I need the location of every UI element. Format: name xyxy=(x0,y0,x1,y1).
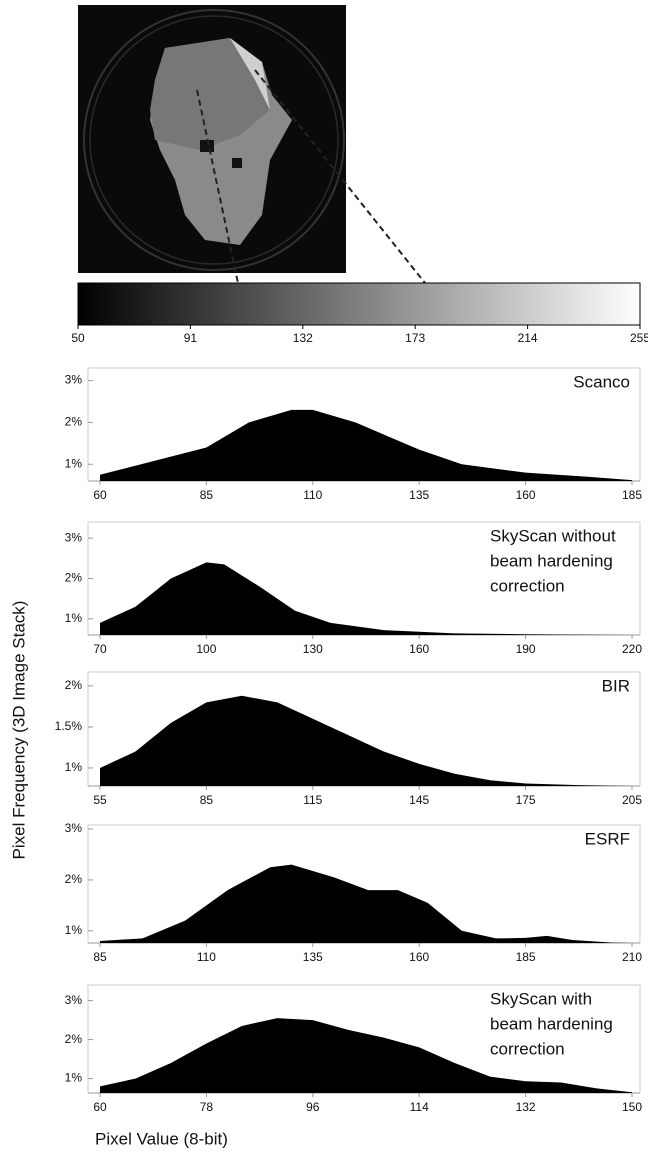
y-tick-label: 3% xyxy=(65,530,83,544)
x-tick-label: 214 xyxy=(518,331,538,345)
colorbar xyxy=(78,283,640,325)
x-tick-label: 145 xyxy=(409,793,429,807)
x-tick-label: 255 xyxy=(630,331,648,345)
panel-title: beam hardening xyxy=(490,551,613,570)
x-tick-label: 96 xyxy=(306,1100,320,1114)
y-tick-label: 1% xyxy=(65,923,83,937)
y-tick-label: 2% xyxy=(65,1032,83,1046)
y-tick-label: 2% xyxy=(65,872,83,886)
x-tick-label: 132 xyxy=(293,331,313,345)
x-tick-label: 110 xyxy=(197,950,216,964)
x-tick-label: 100 xyxy=(196,642,216,656)
panel-title: beam hardening xyxy=(490,1014,613,1033)
x-tick-label: 85 xyxy=(93,950,107,964)
y-tick-label: 3% xyxy=(65,821,83,835)
figure: Pixel Frequency (3D Image Stack) Pixel V… xyxy=(0,0,648,1156)
x-tick-label: 185 xyxy=(516,950,536,964)
panel-title: ESRF xyxy=(585,829,630,848)
y-tick-label: 1% xyxy=(65,1071,83,1085)
area xyxy=(100,696,632,786)
y-tick-label: 2% xyxy=(65,415,83,429)
x-tick-label: 50 xyxy=(71,331,85,345)
x-axis-label: Pixel Value (8-bit) xyxy=(95,1129,228,1148)
x-tick-label: 175 xyxy=(516,793,536,807)
x-tick-label: 160 xyxy=(516,488,536,502)
x-tick-label: 115 xyxy=(303,793,322,807)
x-tick-label: 91 xyxy=(184,331,198,345)
y-tick-label: 3% xyxy=(65,993,83,1007)
x-tick-label: 210 xyxy=(622,950,642,964)
panel-title: SkyScan without xyxy=(490,526,616,545)
panel-title: BIR xyxy=(602,676,630,695)
area xyxy=(100,865,632,943)
x-tick-label: 70 xyxy=(93,642,107,656)
void xyxy=(232,158,242,168)
x-tick-label: 60 xyxy=(93,488,107,502)
panel-title: correction xyxy=(490,1039,565,1058)
x-tick-label: 160 xyxy=(409,950,429,964)
y-tick-label: 1.5% xyxy=(55,719,83,733)
x-tick-label: 160 xyxy=(409,642,429,656)
x-tick-label: 85 xyxy=(200,488,214,502)
x-tick-label: 190 xyxy=(516,642,536,656)
x-tick-label: 150 xyxy=(622,1100,642,1114)
x-tick-label: 135 xyxy=(303,950,323,964)
y-tick-label: 2% xyxy=(65,571,83,585)
area xyxy=(100,410,632,481)
x-tick-label: 185 xyxy=(622,488,642,502)
area xyxy=(100,562,632,635)
page: {"figure": {"ylabel": "Pixel Frequency (… xyxy=(0,0,648,1156)
x-tick-label: 110 xyxy=(303,488,322,502)
panel-title: Scanco xyxy=(573,372,630,391)
y-tick-label: 3% xyxy=(65,373,83,387)
x-tick-label: 78 xyxy=(200,1100,214,1114)
y-tick-label: 1% xyxy=(65,760,83,774)
x-tick-label: 205 xyxy=(622,793,642,807)
y-tick-label: 2% xyxy=(65,678,83,692)
panel-title: SkyScan with xyxy=(490,989,592,1008)
y-axis-label: Pixel Frequency (3D Image Stack) xyxy=(9,601,28,860)
x-tick-label: 114 xyxy=(410,1100,429,1114)
x-tick-label: 60 xyxy=(93,1100,107,1114)
y-tick-label: 1% xyxy=(65,611,83,625)
ct-image xyxy=(78,5,425,283)
y-tick-label: 1% xyxy=(65,456,83,470)
x-tick-label: 85 xyxy=(200,793,214,807)
x-tick-label: 220 xyxy=(622,642,642,656)
x-tick-label: 55 xyxy=(93,793,107,807)
x-tick-label: 173 xyxy=(405,331,425,345)
x-tick-label: 130 xyxy=(303,642,323,656)
x-tick-label: 132 xyxy=(516,1100,536,1114)
panel-title: correction xyxy=(490,576,565,595)
x-tick-label: 135 xyxy=(409,488,429,502)
